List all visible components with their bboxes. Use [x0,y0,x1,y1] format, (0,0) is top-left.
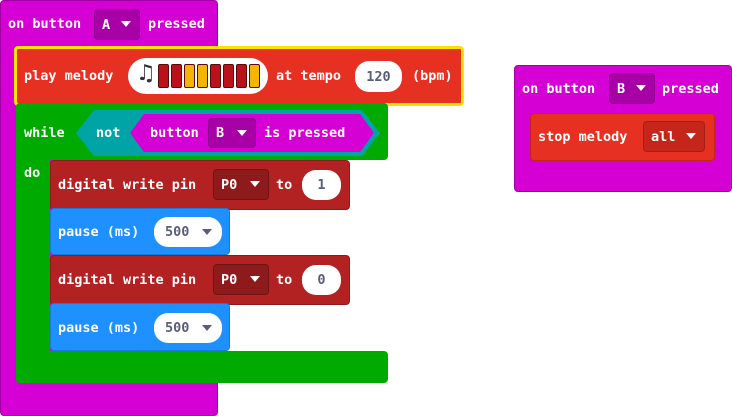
chevron-down-icon [237,130,247,136]
stop-melody-label: stop melody [538,129,628,145]
is-pressed-label: is pressed [264,125,346,141]
digital-write-label: digital write pin [58,177,197,193]
write-value-input-2[interactable]: 0 [302,265,341,295]
melody-note [171,64,182,88]
tempo-label: at tempo [276,68,342,84]
pause-label: pause (ms) [58,224,140,240]
pause-duration-dropdown-2[interactable]: 500 [154,313,222,343]
pause-duration-dropdown-1[interactable]: 500 [154,217,222,247]
digital-write-label: digital write pin [58,272,197,288]
button-label: button [150,125,199,141]
do-label: do [24,165,41,181]
write-value-input-1[interactable]: 1 [302,170,341,200]
melody-note [249,64,260,88]
while-loop-bottom [16,351,388,383]
event-a-button-dropdown[interactable]: A [94,9,140,40]
pause-label: pause (ms) [58,320,140,336]
melody-note [223,64,234,88]
pin-dropdown-1[interactable]: P0 [213,169,269,200]
melody-note [236,64,247,88]
chevron-down-icon [250,276,260,282]
melody-note [210,64,221,88]
chevron-down-icon [686,133,696,139]
bpm-label: (bpm) [412,68,453,84]
not-label: not [96,125,121,141]
melody-note-strip [158,64,260,88]
chevron-down-icon [636,85,646,91]
to-label: to [276,272,293,288]
chevron-down-icon [250,181,260,187]
event-b-button-dropdown[interactable]: B [609,73,655,104]
chevron-down-icon [121,21,131,27]
play-melody-label: play melody [24,68,114,84]
event-a-prefix: on button [8,16,82,32]
digital-write-block-2[interactable] [50,255,350,305]
while-button-dropdown[interactable]: B [208,118,256,148]
while-loop-spine [16,103,50,383]
stop-melody-option-dropdown[interactable]: all [643,121,705,152]
event-b-prefix: on button [522,81,596,97]
event-a-suffix: pressed [148,16,205,32]
melody-note [184,64,195,88]
event-b-suffix: pressed [662,81,719,97]
digital-write-block-1[interactable] [50,160,350,210]
pin-dropdown-2[interactable]: P0 [213,264,269,295]
tempo-input[interactable]: 120 [355,61,402,92]
while-label: while [24,125,65,141]
chevron-down-icon [202,325,212,331]
melody-editor-field[interactable]: ♫ [128,58,268,94]
melody-note [158,64,169,88]
music-note-icon: ♫ [136,61,156,86]
melody-note [197,64,208,88]
chevron-down-icon [202,229,212,235]
to-label: to [276,177,293,193]
